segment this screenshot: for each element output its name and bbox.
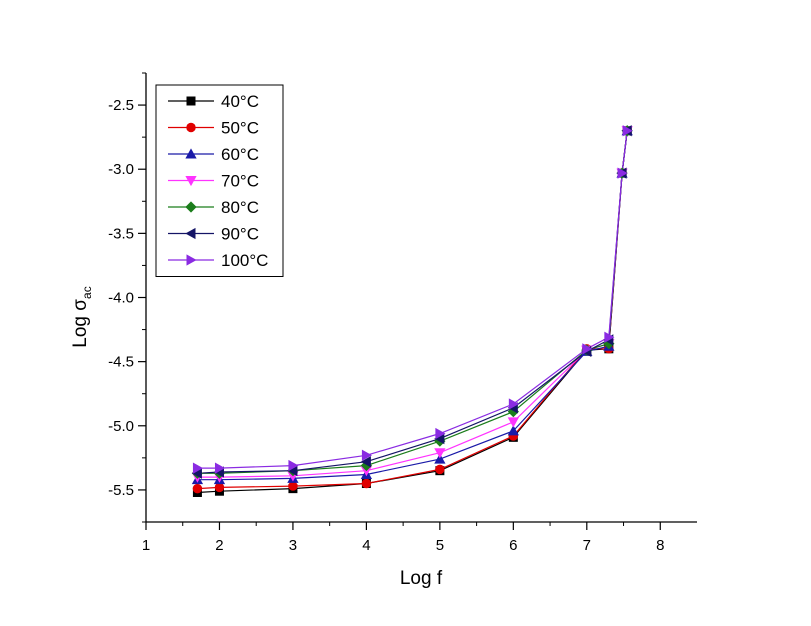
legend-label: 100°C	[221, 251, 268, 270]
x-tick-label: 6	[509, 537, 517, 554]
x-tick-label: 8	[656, 537, 664, 554]
legend-label: 90°C	[221, 225, 259, 244]
legend-marker	[186, 96, 196, 106]
y-axis-title-subscript: ac	[80, 286, 94, 299]
y-tick-label: -4.0	[108, 290, 134, 307]
legend-label: 70°C	[221, 172, 259, 191]
legend-label: 80°C	[221, 198, 259, 217]
x-axis-title: Log f	[400, 568, 443, 589]
y-tick-label: -4.5	[108, 354, 134, 371]
data-point	[435, 464, 445, 475]
data-point	[288, 481, 298, 491]
data-point	[214, 462, 226, 474]
data-point	[434, 453, 446, 464]
y-axis-title-main: Log σ	[70, 299, 91, 348]
data-point	[361, 478, 372, 489]
x-tick-label: 1	[142, 537, 150, 554]
y-tick-label: -3.5	[108, 225, 134, 242]
legend-marker	[186, 254, 197, 266]
legend-marker	[185, 201, 197, 213]
y-tick-label: -3.0	[108, 161, 134, 178]
plot-lines	[197, 130, 628, 494]
legend-label: 50°C	[221, 119, 259, 138]
x-tick-label: 2	[215, 537, 223, 554]
legend: 40°C 50°C 60°C 70°C 80°C 90°C 100°C	[155, 84, 284, 277]
legend-marker	[185, 176, 197, 187]
data-point	[288, 459, 299, 472]
y-tick-label: -2.5	[108, 97, 134, 114]
x-tick-label: 5	[436, 537, 444, 554]
axes: 1 2 3 4 5 6 7 8 -5.5 -5.0 -4.5 -4.0 -3.5 -3.0 -2.5	[108, 72, 697, 554]
legend-marker	[185, 148, 197, 159]
plot-markers	[191, 125, 633, 497]
data-point	[361, 449, 373, 461]
series-line-7	[197, 130, 628, 469]
legend-label: 40°C	[221, 92, 259, 111]
data-point	[582, 343, 593, 355]
legend-marker	[185, 227, 196, 240]
x-tick-label: 7	[583, 537, 591, 554]
data-point	[191, 467, 202, 479]
data-point	[622, 125, 633, 137]
data-point	[360, 456, 371, 468]
data-point	[435, 427, 446, 440]
data-point	[214, 482, 225, 493]
x-tick-label: 3	[289, 537, 297, 554]
data-point	[192, 483, 203, 494]
data-point	[434, 432, 445, 445]
data-point	[192, 462, 204, 474]
data-point	[507, 425, 519, 436]
legend-label: 60°C	[221, 145, 259, 164]
data-point	[434, 448, 446, 459]
x-tick-label: 4	[362, 537, 370, 554]
legend-marker	[186, 122, 196, 133]
y-tick-label: -5.0	[108, 418, 134, 435]
y-axis-title: Log σac	[70, 286, 94, 347]
data-point	[360, 466, 373, 477]
data-point	[617, 167, 628, 179]
data-point	[287, 465, 298, 477]
data-point	[508, 398, 519, 410]
data-point	[604, 331, 615, 343]
y-tick-label: -5.5	[108, 482, 134, 499]
data-point	[507, 417, 519, 428]
